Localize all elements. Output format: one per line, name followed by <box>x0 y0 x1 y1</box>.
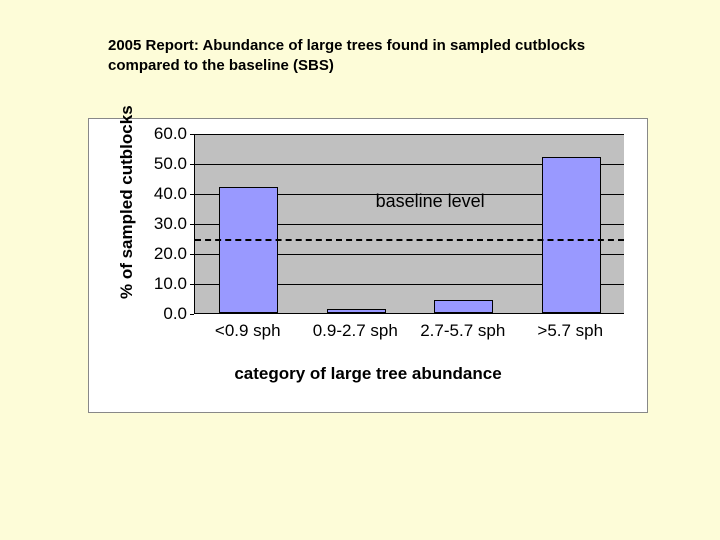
y-tick-label: 60.0 <box>154 124 187 144</box>
x-axis-title: category of large tree abundance <box>89 364 647 384</box>
baseline-line <box>195 239 624 241</box>
x-tick-label: 2.7-5.7 sph <box>409 321 517 341</box>
y-tick <box>190 134 194 135</box>
plot-area: 0.010.020.030.040.050.060.0baseline leve… <box>194 134 624 314</box>
baseline-label: baseline level <box>376 191 485 212</box>
x-tick-label: >5.7 sph <box>517 321 625 341</box>
bar <box>219 187 278 313</box>
y-tick-label: 40.0 <box>154 184 187 204</box>
chart-title: 2005 Report: Abundance of large trees fo… <box>108 36 608 75</box>
y-tick-label: 10.0 <box>154 274 187 294</box>
slide: 2005 Report: Abundance of large trees fo… <box>0 0 720 540</box>
bar <box>542 157 601 313</box>
y-axis-title: % of sampled cutblocks <box>117 129 137 299</box>
y-tick <box>190 314 194 315</box>
y-tick-label: 50.0 <box>154 154 187 174</box>
x-tick-label: <0.9 sph <box>194 321 302 341</box>
bar <box>434 300 493 314</box>
chart-container: 0.0 10.0 20.0 30.0 40.0 50.0 60.0 baseline leve… <box>88 118 648 413</box>
y-tick-label: 0.0 <box>163 304 187 324</box>
y-tick <box>190 164 194 165</box>
gridline <box>195 134 624 135</box>
bar <box>327 309 386 314</box>
y-tick <box>190 194 194 195</box>
y-tick-label: 20.0 <box>154 244 187 264</box>
y-tick-label: 30.0 <box>154 214 187 234</box>
y-tick <box>190 254 194 255</box>
y-tick <box>190 224 194 225</box>
y-tick <box>190 284 194 285</box>
x-tick-label: 0.9-2.7 sph <box>302 321 410 341</box>
